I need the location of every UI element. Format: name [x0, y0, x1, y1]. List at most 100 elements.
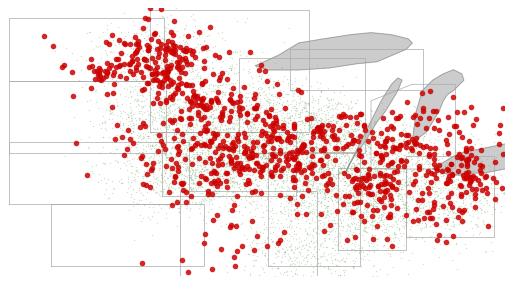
Point — [163, 158, 171, 163]
Point — [117, 126, 125, 131]
Point — [187, 14, 195, 18]
Point — [183, 114, 191, 119]
Point — [396, 256, 405, 260]
Point — [215, 76, 223, 81]
Point — [362, 153, 370, 158]
Point — [188, 89, 196, 94]
Point — [171, 71, 179, 76]
Point — [127, 115, 135, 120]
Point — [168, 166, 176, 171]
Point — [268, 239, 276, 244]
Point — [297, 261, 306, 265]
Point — [399, 145, 408, 149]
Point — [424, 178, 432, 182]
Point — [228, 149, 236, 153]
Point — [149, 130, 157, 134]
Point — [180, 135, 188, 139]
Point — [356, 158, 364, 163]
Point — [190, 45, 198, 50]
Point — [183, 55, 191, 59]
Point — [448, 257, 456, 262]
Point — [426, 195, 434, 199]
Point — [447, 206, 456, 210]
Point — [315, 135, 323, 139]
Point — [125, 59, 133, 63]
Point — [106, 70, 114, 75]
Point — [146, 163, 155, 168]
Point — [307, 129, 315, 134]
Point — [430, 152, 438, 156]
Point — [276, 97, 284, 101]
Point — [425, 182, 433, 186]
Point — [222, 153, 230, 157]
Point — [168, 120, 176, 124]
Point — [200, 156, 209, 161]
Point — [135, 149, 143, 154]
Point — [366, 191, 374, 195]
Point — [174, 104, 182, 109]
Point — [148, 33, 157, 37]
Point — [271, 123, 279, 128]
Point — [334, 162, 342, 167]
Point — [203, 194, 211, 199]
Point — [461, 162, 469, 167]
Point — [157, 55, 165, 60]
Point — [128, 59, 136, 64]
Point — [336, 240, 344, 244]
Point — [193, 239, 201, 244]
Point — [222, 162, 230, 167]
Point — [193, 36, 201, 40]
Point — [173, 29, 181, 33]
Point — [223, 112, 231, 116]
Point — [416, 212, 424, 217]
Point — [170, 87, 178, 92]
Point — [417, 226, 425, 230]
Point — [348, 247, 356, 251]
Point — [239, 233, 247, 237]
Point — [196, 191, 205, 195]
Point — [198, 94, 207, 99]
Point — [241, 53, 249, 58]
Point — [345, 199, 353, 204]
Point — [186, 206, 194, 211]
Point — [330, 133, 338, 137]
Point — [192, 141, 200, 145]
Point — [367, 159, 375, 164]
Point — [391, 203, 399, 208]
Point — [240, 144, 248, 148]
Point — [315, 133, 323, 138]
Point — [371, 120, 379, 124]
Point — [297, 146, 306, 151]
Point — [405, 257, 413, 262]
Point — [203, 144, 211, 148]
Point — [442, 160, 450, 165]
Point — [99, 120, 108, 124]
Point — [166, 81, 174, 86]
Point — [177, 181, 185, 186]
Point — [158, 100, 166, 104]
Point — [399, 213, 407, 218]
Point — [331, 100, 339, 105]
Point — [162, 211, 170, 216]
Point — [338, 120, 346, 124]
Point — [179, 188, 187, 192]
Point — [209, 162, 217, 167]
Point — [380, 117, 388, 122]
Point — [320, 174, 328, 178]
Point — [366, 188, 374, 193]
Point — [197, 106, 206, 111]
Point — [357, 214, 365, 219]
Point — [230, 145, 238, 149]
Point — [237, 155, 245, 160]
Point — [405, 211, 413, 215]
Point — [265, 112, 273, 117]
Point — [269, 115, 277, 119]
Point — [396, 197, 405, 202]
Point — [338, 201, 346, 206]
Point — [431, 195, 439, 199]
Point — [211, 162, 219, 167]
Point — [169, 77, 177, 81]
Point — [387, 173, 395, 178]
Point — [425, 181, 433, 186]
Point — [171, 162, 179, 166]
